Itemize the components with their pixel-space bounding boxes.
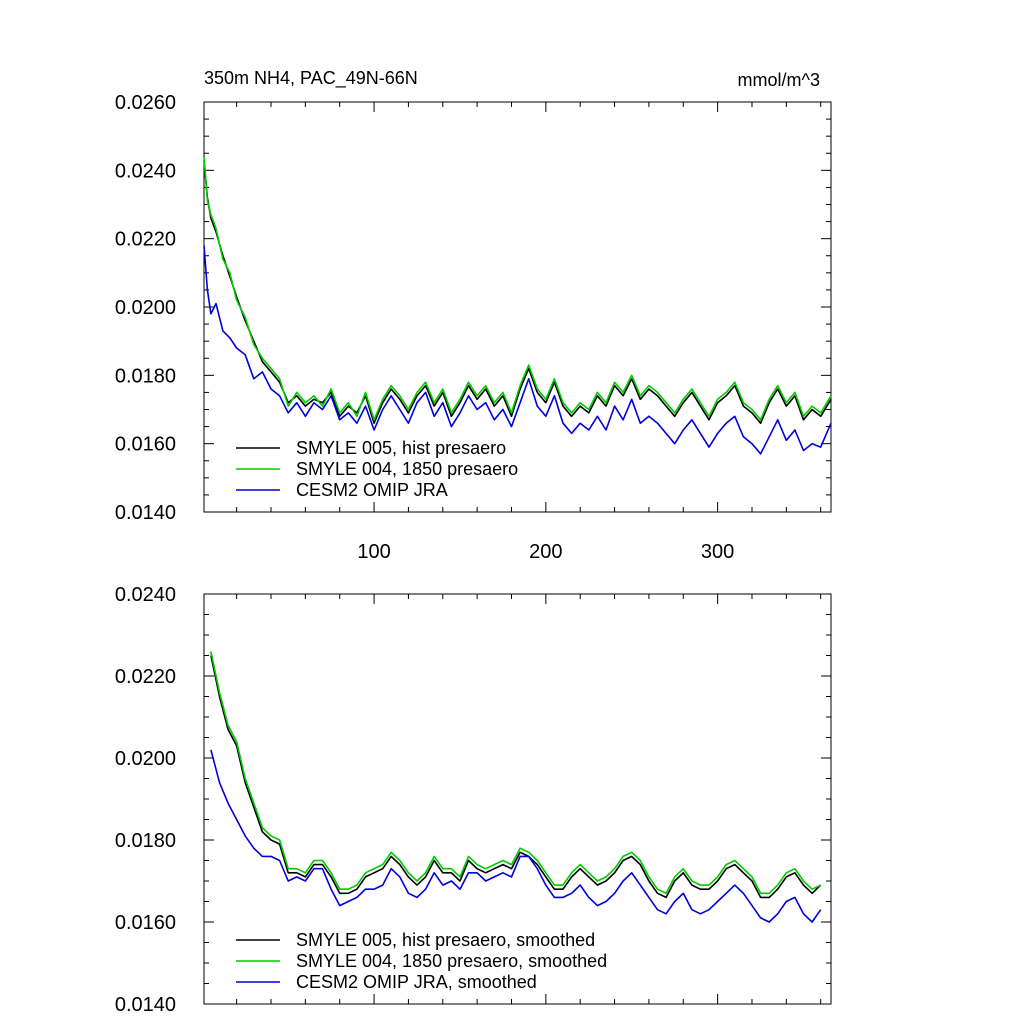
- top-panel-title: 350m NH4, PAC_49N-66N: [204, 68, 418, 89]
- x-tick-label: 300: [701, 541, 734, 563]
- legend-label: SMYLE 004, 1850 presaero: [296, 459, 518, 479]
- top-x-axis-labels: 100 200 300: [357, 541, 734, 563]
- legend-label: CESM2 OMIP JRA, smoothed: [296, 972, 537, 992]
- legend-label: SMYLE 004, 1850 presaero, smoothed: [296, 951, 607, 971]
- y-tick-label: 0.0200: [115, 297, 176, 319]
- bottom-legend: SMYLE 005, hist presaero, smoothedSMYLE …: [236, 930, 607, 992]
- series-line: [210, 651, 822, 895]
- top-series-lines: [203, 156, 832, 455]
- y-tick-label: 0.0160: [115, 912, 176, 934]
- y-tick-label: 0.0160: [115, 434, 176, 456]
- y-tick-label: 0.0220: [115, 229, 176, 251]
- bottom-y-axis-labels: 0.0140 0.0160 0.0180 0.0200 0.0220 0.0240: [115, 584, 176, 1016]
- legend-label: CESM2 OMIP JRA: [296, 480, 448, 500]
- top-y-axis-labels: 0.0140 0.0160 0.0180 0.0200 0.0220 0.0240 0.02…: [115, 92, 176, 524]
- bottom-series-lines: [210, 651, 822, 923]
- y-tick-label: 0.0180: [115, 830, 176, 852]
- y-tick-label: 0.0180: [115, 365, 176, 387]
- y-tick-label: 0.0240: [115, 160, 176, 182]
- bottom-panel: 0.0140 0.0160 0.0180 0.0200 0.0220 0.0240 SMY…: [115, 584, 832, 1016]
- bottom-axis-ticks: [204, 593, 831, 1005]
- y-tick-label: 0.0200: [115, 748, 176, 770]
- y-tick-label: 0.0140: [115, 502, 176, 524]
- series-line: [203, 245, 832, 455]
- series-line: [203, 156, 832, 421]
- y-tick-label: 0.0260: [115, 92, 176, 114]
- y-tick-label: 0.0240: [115, 584, 176, 606]
- y-tick-label: 0.0140: [115, 994, 176, 1016]
- series-line: [210, 655, 822, 899]
- legend-label: SMYLE 005, hist presaero: [296, 438, 506, 458]
- y-tick-label: 0.0220: [115, 666, 176, 688]
- series-line: [210, 749, 822, 923]
- top-panel: 350m NH4, PAC_49N-66N mmol/m^3 0.01400.0…: [115, 68, 832, 563]
- x-tick-label: 200: [529, 541, 562, 563]
- x-tick-label: 100: [357, 541, 390, 563]
- legend-label: SMYLE 005, hist presaero, smoothed: [296, 930, 595, 950]
- top-panel-units: mmol/m^3: [738, 70, 820, 90]
